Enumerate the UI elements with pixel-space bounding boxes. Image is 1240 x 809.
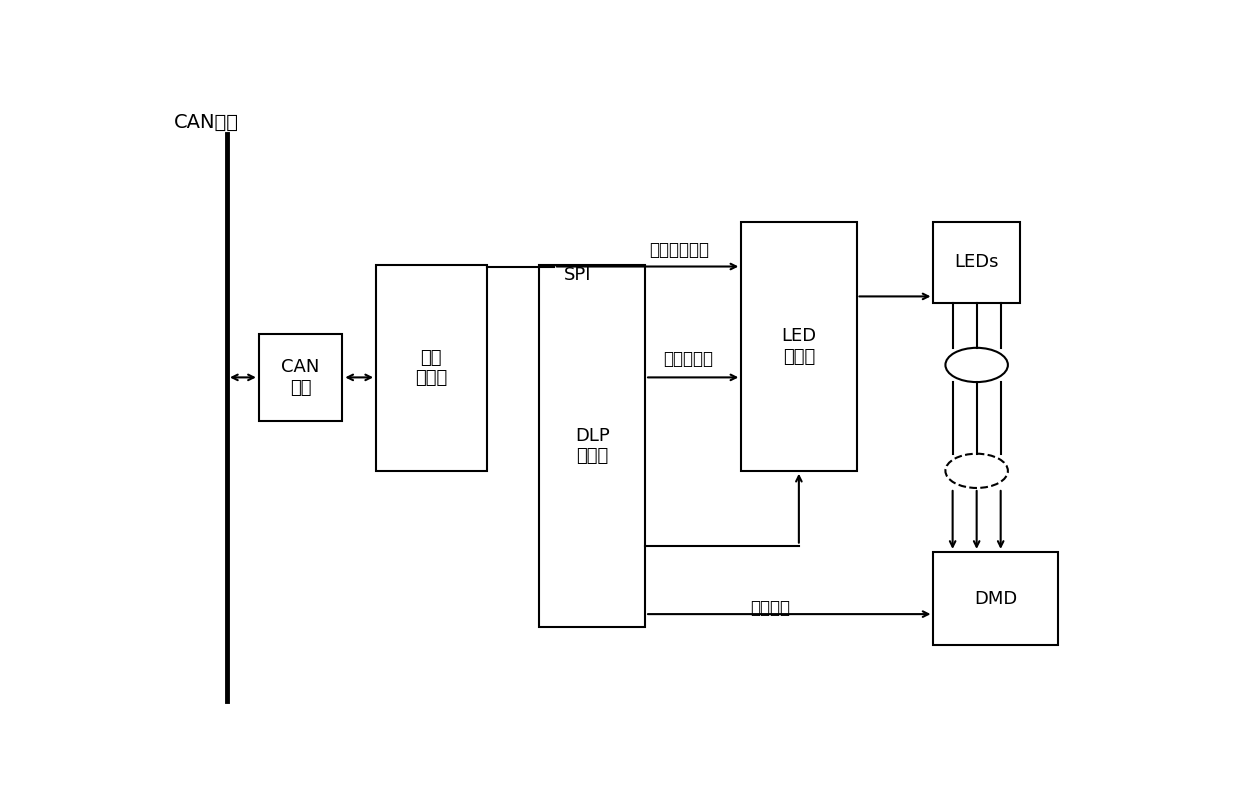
- Text: 汽车
控制器: 汽车 控制器: [415, 349, 448, 388]
- Text: CAN
通信: CAN 通信: [281, 358, 320, 396]
- Text: SPI: SPI: [563, 265, 591, 284]
- Text: LED
控制器: LED 控制器: [781, 327, 816, 366]
- Text: 背光设置命令: 背光设置命令: [649, 241, 709, 259]
- Bar: [376, 265, 486, 471]
- Text: DLP
控制器: DLP 控制器: [575, 426, 610, 465]
- Text: CAN总线: CAN总线: [174, 112, 239, 132]
- Bar: [934, 222, 1021, 303]
- Bar: [742, 222, 857, 471]
- Ellipse shape: [945, 454, 1008, 488]
- Bar: [259, 334, 342, 421]
- Text: DMD: DMD: [975, 590, 1018, 608]
- Text: 控制信号: 控制信号: [750, 599, 790, 617]
- Bar: [934, 552, 1058, 646]
- Bar: [539, 265, 645, 626]
- Text: 帧同步信号: 帧同步信号: [663, 349, 713, 368]
- Ellipse shape: [945, 348, 1008, 382]
- Text: LEDs: LEDs: [955, 253, 999, 271]
